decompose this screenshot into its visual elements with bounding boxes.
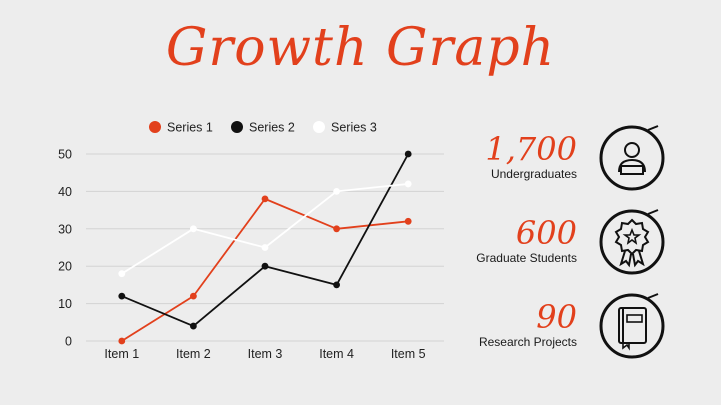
award-ribbon-icon xyxy=(599,209,665,275)
data-point-series-3 xyxy=(333,188,340,195)
student-icon xyxy=(599,125,665,191)
y-tick-label: 30 xyxy=(58,222,72,236)
stat-value: 1,700 xyxy=(485,130,577,168)
stat-research-projects: 90 Research Projects xyxy=(337,301,577,349)
stat-graduate-students: 600 Graduate Students xyxy=(337,217,577,265)
data-point-series-2 xyxy=(333,281,340,289)
x-tick-label: Item 5 xyxy=(391,347,426,361)
legend-marker-series-1 xyxy=(149,121,161,133)
stat-value: 600 xyxy=(515,214,577,252)
data-point-series-1 xyxy=(261,195,269,203)
y-tick-label: 10 xyxy=(58,297,72,311)
data-point-series-1 xyxy=(118,337,126,345)
data-point-series-1 xyxy=(333,225,340,233)
x-tick-label: Item 4 xyxy=(319,347,354,361)
y-tick-label: 50 xyxy=(58,148,72,162)
legend-label: Series 1 xyxy=(167,121,213,135)
page-title: Growth Graph xyxy=(165,18,556,78)
data-point-series-2 xyxy=(190,322,197,330)
data-point-series-1 xyxy=(404,217,412,225)
book-icon xyxy=(599,293,665,359)
data-point-series-2 xyxy=(261,262,269,270)
legend-label: Series 3 xyxy=(331,121,377,135)
stat-value: 90 xyxy=(536,298,577,336)
x-tick-label: Item 2 xyxy=(176,347,211,361)
data-point-series-3 xyxy=(404,180,412,188)
data-point-series-3 xyxy=(261,244,269,251)
legend-marker-series-3 xyxy=(313,121,325,133)
stat-label: Undergraduates xyxy=(490,167,577,181)
x-tick-label: Item 3 xyxy=(248,347,283,361)
data-point-series-3 xyxy=(190,225,197,233)
data-point-series-1 xyxy=(190,292,197,300)
stat-label: Research Projects xyxy=(478,335,577,349)
data-point-series-2 xyxy=(404,150,412,158)
legend-label: Series 2 xyxy=(249,121,295,135)
y-tick-label: 20 xyxy=(58,260,72,274)
stat-undergraduates: 1,700 Undergraduates xyxy=(337,133,577,181)
stat-label: Graduate Students xyxy=(476,251,577,265)
data-point-series-2 xyxy=(118,292,126,300)
y-tick-label: 0 xyxy=(65,335,72,349)
legend-marker-series-2 xyxy=(231,121,243,133)
y-tick-label: 40 xyxy=(58,185,72,199)
x-tick-label: Item 1 xyxy=(104,347,139,361)
data-point-series-3 xyxy=(118,270,126,278)
